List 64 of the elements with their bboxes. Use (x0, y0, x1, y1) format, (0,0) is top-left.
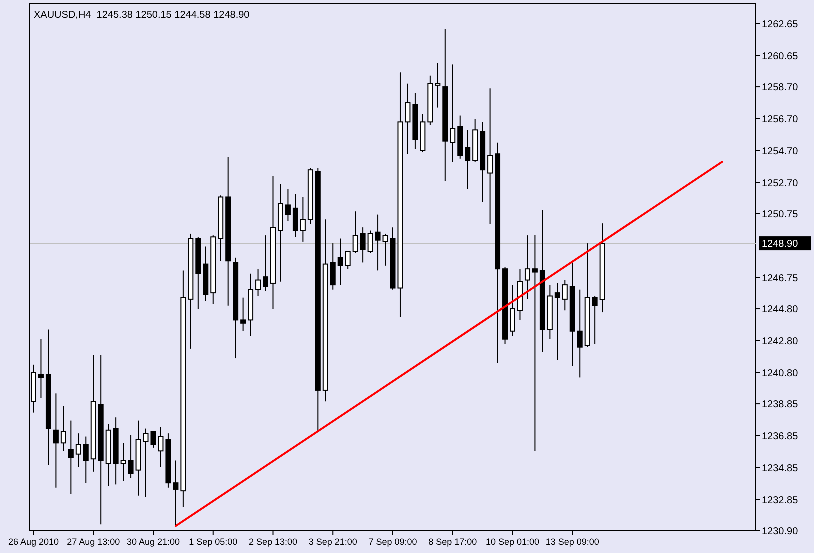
candlestick (368, 230, 374, 254)
candlestick (450, 64, 456, 163)
x-tick-label: 26 Aug 2010 (8, 537, 60, 547)
candlestick (38, 338, 44, 399)
candlestick (352, 211, 358, 254)
candlestick (562, 280, 568, 312)
ref-line-label: 1248.90 (762, 239, 799, 250)
x-tick-label: 10 Sep 01:00 (486, 537, 540, 547)
candlestick (256, 268, 262, 297)
y-tick-label: 1240.80 (762, 368, 799, 380)
candlestick (292, 194, 298, 238)
candlestick (592, 296, 598, 345)
candlestick (128, 434, 134, 479)
candlestick (68, 420, 74, 495)
candlestick (345, 251, 351, 270)
candlestick (338, 238, 344, 286)
x-tick-label: 8 Sep 17:00 (428, 537, 478, 547)
candlestick (120, 442, 126, 482)
candlestick (330, 243, 336, 290)
y-tick-label: 1236.85 (762, 431, 799, 442)
candlestick (382, 233, 388, 266)
candlestick (240, 297, 246, 332)
y-tick-label: 1256.70 (762, 114, 799, 126)
candlestick (60, 406, 66, 452)
x-tick-label: 1 Sep 05:00 (189, 537, 238, 547)
candlestick (532, 235, 538, 452)
y-tick-label: 1246.75 (762, 273, 799, 284)
candlestick (285, 188, 291, 222)
candlestick (83, 436, 89, 484)
x-tick-label: 7 Sep 09:00 (368, 537, 418, 547)
y-tick-label: 1244.80 (762, 304, 799, 316)
candlestick (524, 235, 530, 300)
candlestick (435, 62, 441, 108)
x-tick-label: 2 Sep 13:00 (248, 537, 298, 547)
y-tick-label: 1258.70 (762, 82, 799, 94)
candlestick (76, 433, 82, 468)
y-tick-label: 1260.65 (762, 51, 799, 62)
y-tick-label: 1232.85 (762, 495, 799, 506)
x-tick-label: 27 Aug 13:00 (67, 537, 120, 547)
y-tick-label: 1234.85 (762, 463, 799, 474)
candlestick (300, 196, 306, 242)
candlestick (510, 284, 516, 337)
y-tick-label: 1242.80 (762, 336, 799, 348)
candlestick (465, 130, 471, 190)
candlestick (405, 83, 411, 155)
y-tick-label: 1254.70 (762, 146, 799, 158)
candlestick (173, 460, 179, 527)
y-tick-label: 1250.75 (762, 210, 799, 220)
candlestick (360, 227, 366, 264)
candlestick (554, 282, 560, 361)
x-tick-label: 3 Sep 21:00 (308, 537, 358, 547)
candlestick (158, 426, 164, 468)
y-tick-label: 1262.65 (762, 19, 799, 30)
candlestick (263, 235, 269, 292)
text: XAUUSD,H4 1245.38 1250.15 1244.58 1248.90 (34, 10, 250, 21)
y-tick-label: 1230.90 (762, 526, 799, 538)
x-tick-label: 30 Aug 21:00 (126, 537, 180, 547)
candlestick (577, 289, 583, 378)
candlestick (488, 88, 494, 225)
candlestick (53, 393, 59, 488)
candlestick (375, 214, 381, 272)
y-tick-label: 1238.85 (762, 400, 799, 411)
y-tick-label: 1252.70 (762, 178, 799, 190)
x-tick-label: 13 Sep 09:00 (546, 537, 600, 547)
